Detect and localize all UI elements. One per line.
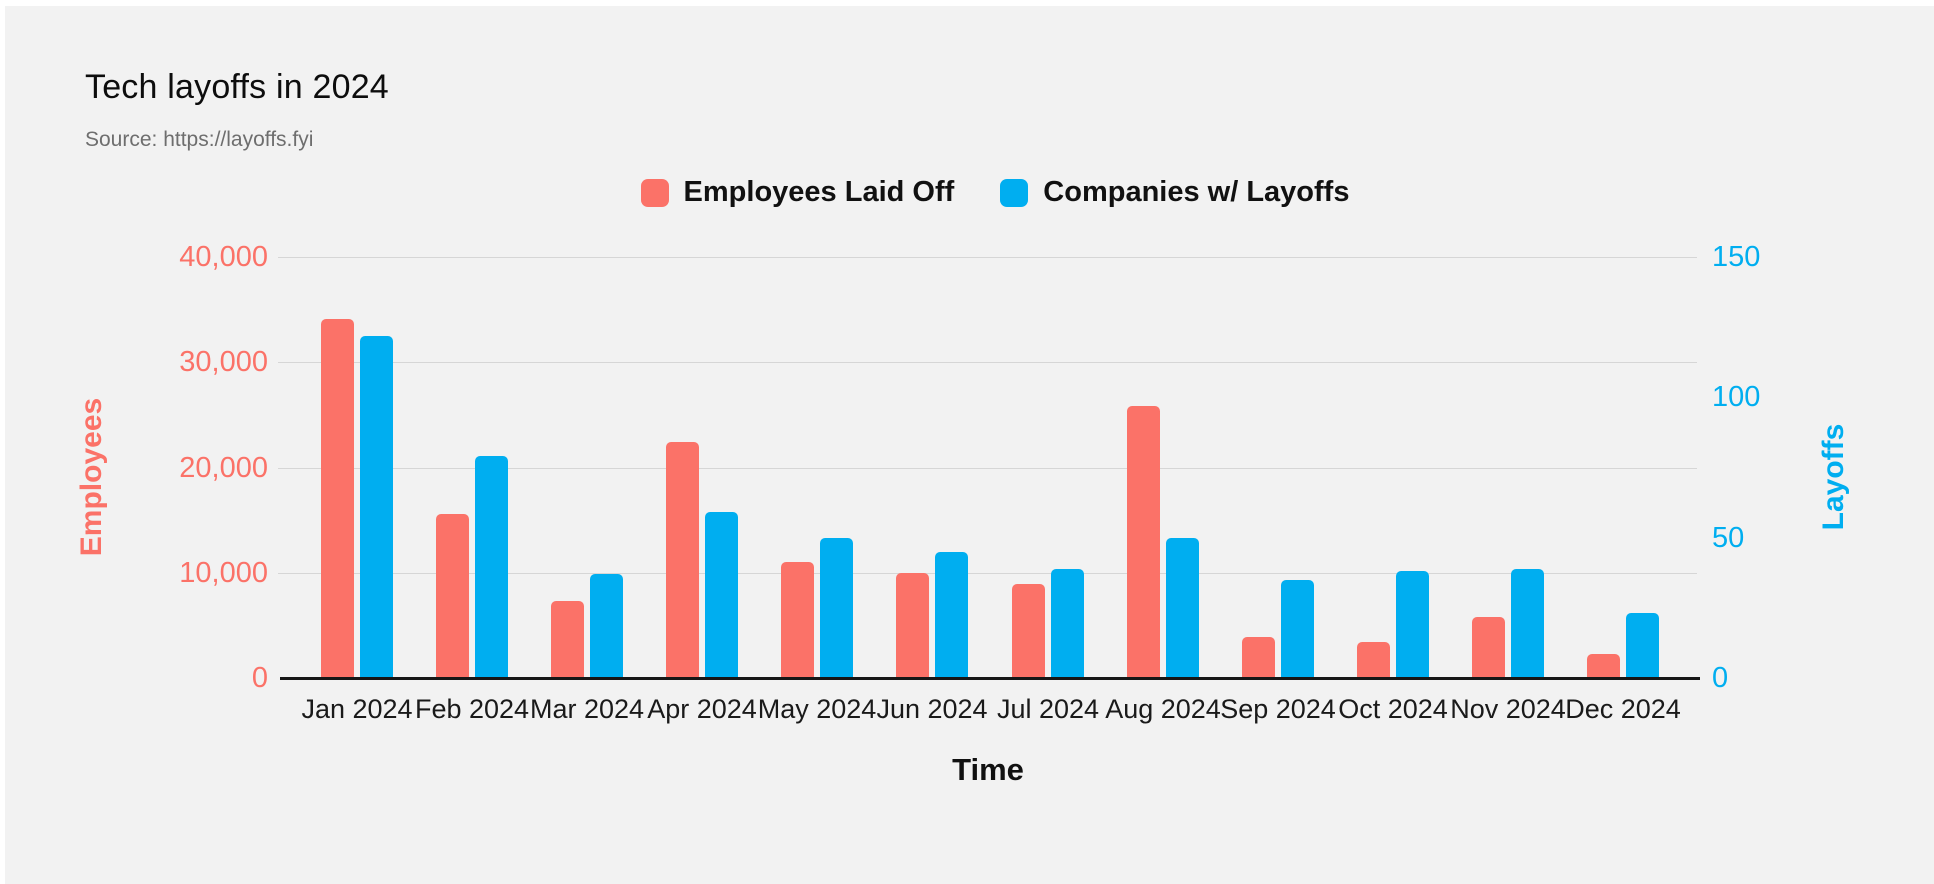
legend-label-employees: Employees Laid Off	[683, 176, 955, 208]
bar-companies-w-layoffs-jul-2024[interactable]	[1051, 569, 1084, 678]
x-axis-label-dec-2024: Dec 2024	[1565, 694, 1681, 724]
legend-swatch-red-icon	[640, 178, 669, 207]
x-axis-label-apr-2024: Apr 2024	[647, 694, 757, 724]
x-axis-label-feb-2024: Feb 2024	[414, 694, 530, 724]
x-axis-label-oct-2024: Oct 2024	[1338, 694, 1448, 724]
bar-companies-w-layoffs-dec-2024[interactable]	[1626, 613, 1659, 678]
gridline-30000	[278, 362, 1697, 363]
x-axis-label-may-2024: May 2024	[757, 694, 877, 724]
right-axis-title: Layoffs	[1817, 423, 1850, 531]
bar-employees-laid-off-dec-2024[interactable]	[1587, 654, 1620, 678]
x-axis-title: Time	[952, 752, 1024, 787]
x-axis-label-jun-2024: Jun 2024	[876, 694, 988, 724]
gridline-40000	[278, 257, 1697, 258]
right-axis-tick-100: 100	[1712, 381, 1761, 413]
bar-employees-laid-off-may-2024[interactable]	[781, 562, 814, 678]
bar-companies-w-layoffs-sep-2024[interactable]	[1281, 580, 1314, 678]
bar-employees-laid-off-mar-2024[interactable]	[551, 601, 584, 678]
x-axis-label-sep-2024: Sep 2024	[1220, 694, 1336, 724]
bar-companies-w-layoffs-may-2024[interactable]	[820, 538, 853, 678]
left-axis-tick-10000: 10,000	[179, 557, 268, 589]
right-axis-tick-50: 50	[1712, 522, 1745, 554]
right-axis-tick-0: 0	[1712, 662, 1729, 694]
left-axis-tick-20000: 20,000	[179, 452, 268, 484]
bar-employees-laid-off-feb-2024[interactable]	[436, 514, 469, 678]
legend-item-companies[interactable]: Companies w/ Layoffs	[1000, 176, 1349, 209]
bar-companies-w-layoffs-oct-2024[interactable]	[1396, 571, 1429, 678]
chart-legend: Employees Laid Off Companies w/ Layoffs	[300, 176, 1690, 209]
bar-companies-w-layoffs-apr-2024[interactable]	[705, 512, 738, 678]
left-axis-tick-0: 0	[251, 662, 268, 694]
x-axis-label-nov-2024: Nov 2024	[1450, 694, 1566, 724]
x-axis-label-jan-2024: Jan 2024	[301, 694, 413, 724]
left-axis-title: Employees	[75, 397, 108, 557]
page-left-edge	[0, 0, 5, 884]
bar-employees-laid-off-jun-2024[interactable]	[896, 573, 929, 678]
bar-companies-w-layoffs-jun-2024[interactable]	[935, 552, 968, 678]
bar-companies-w-layoffs-nov-2024[interactable]	[1511, 569, 1544, 678]
gridline-10000	[278, 573, 1697, 574]
bar-companies-w-layoffs-jan-2024[interactable]	[360, 336, 393, 678]
left-axis-tick-40000: 40,000	[179, 241, 268, 273]
bar-companies-w-layoffs-aug-2024[interactable]	[1166, 538, 1199, 678]
bar-companies-w-layoffs-mar-2024[interactable]	[590, 574, 623, 678]
x-axis-label-aug-2024: Aug 2024	[1105, 694, 1221, 724]
bar-employees-laid-off-jan-2024[interactable]	[321, 319, 354, 678]
bar-employees-laid-off-oct-2024[interactable]	[1357, 642, 1390, 678]
legend-label-companies: Companies w/ Layoffs	[1043, 176, 1350, 208]
page-top-edge	[0, 0, 1934, 6]
bar-employees-laid-off-apr-2024[interactable]	[666, 442, 699, 678]
bar-companies-w-layoffs-feb-2024[interactable]	[475, 456, 508, 678]
legend-swatch-blue-icon	[1000, 178, 1029, 207]
bar-employees-laid-off-jul-2024[interactable]	[1012, 584, 1045, 678]
bar-employees-laid-off-sep-2024[interactable]	[1242, 637, 1275, 678]
right-axis-tick-150: 150	[1712, 241, 1761, 273]
left-axis-tick-30000: 30,000	[179, 346, 268, 378]
bar-employees-laid-off-nov-2024[interactable]	[1472, 617, 1505, 678]
chart-source-link[interactable]: Source: https://layoffs.fyi	[85, 128, 314, 151]
legend-item-employees[interactable]: Employees Laid Off	[640, 176, 955, 209]
chart-title: Tech layoffs in 2024	[85, 68, 389, 106]
x-axis-line	[280, 677, 1700, 680]
x-axis-label-mar-2024: Mar 2024	[529, 694, 645, 724]
gridline-20000	[278, 468, 1697, 469]
bar-employees-laid-off-aug-2024[interactable]	[1127, 406, 1160, 678]
x-axis-label-jul-2024: Jul 2024	[996, 694, 1100, 724]
